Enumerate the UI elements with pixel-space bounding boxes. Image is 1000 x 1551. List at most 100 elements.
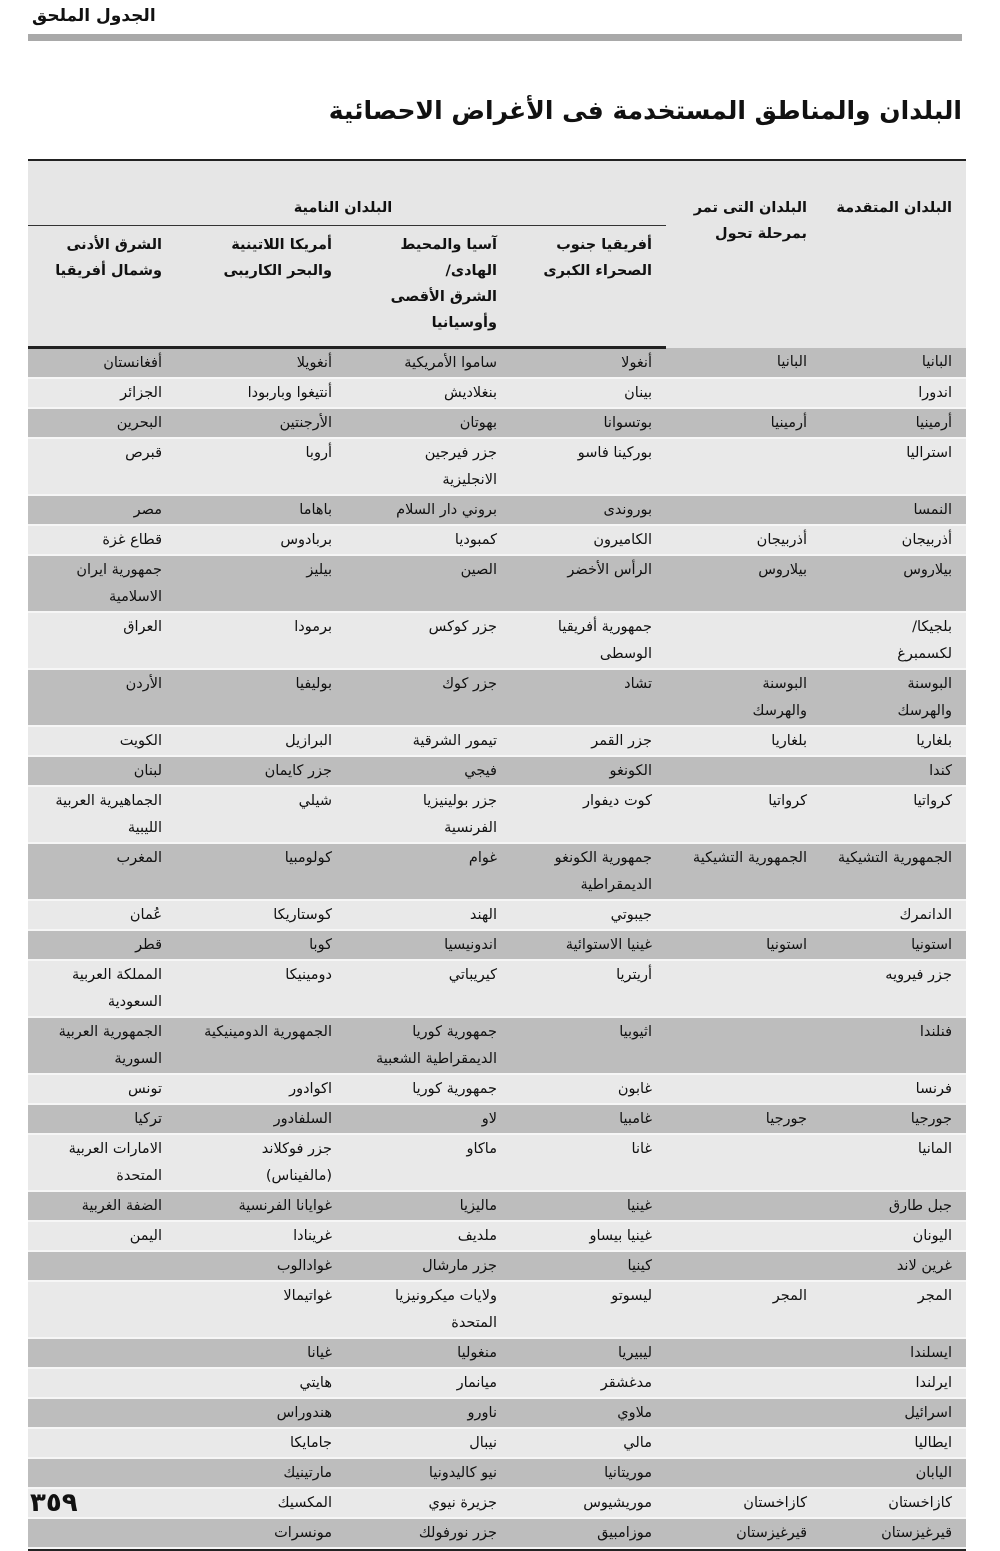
cell-transition: البوسنة والهرسك [666, 669, 821, 726]
cell-ssa: بينان [511, 378, 666, 408]
cell-latam: المكسيك [176, 1488, 346, 1518]
cell-latam: السلفادور [176, 1104, 346, 1134]
cell-latam: غوادالوب [176, 1251, 346, 1281]
cell-mena: المغرب [28, 843, 176, 900]
cell-latam: غواتيمالا [176, 1281, 346, 1338]
page-title: البلدان والمناطق المستخدمة فى الأغراض ال… [328, 96, 962, 125]
cell-transition [666, 1398, 821, 1428]
cell-transition: استونيا [666, 930, 821, 960]
table-row: فنلندا اثيوبيا جمهورية كوريا الديمقراطية ا… [28, 1017, 966, 1074]
cell-asia: ميانمار [346, 1368, 511, 1398]
cell-latam: الجمهورية الدومينيكية [176, 1017, 346, 1074]
table-row: اليونان غينيا بيساو ملديف غرينادا اليمن [28, 1221, 966, 1251]
cell-transition [666, 1221, 821, 1251]
cell-latam: أنغويلا [176, 347, 346, 378]
cell-latam: مونسرات [176, 1518, 346, 1548]
cell-latam: كوبا [176, 930, 346, 960]
cell-developed: بلجيكا/ لكسمبرغ [821, 612, 966, 669]
cell-ssa: ليبيريا [511, 1338, 666, 1368]
cell-developed: البانيا [821, 347, 966, 378]
table-row: ايسلندا ليبيريا منغوليا غيانا [28, 1338, 966, 1368]
cell-asia: غوام [346, 843, 511, 900]
cell-mena: الضفة الغربية [28, 1191, 176, 1221]
cell-transition: بيلاروس [666, 555, 821, 612]
cell-latam: باهاما [176, 495, 346, 525]
cell-transition [666, 612, 821, 669]
table-row: أرمينيا أرمينيا بوتسوانا بهوتان الأرجنتين الب… [28, 408, 966, 438]
cell-latam: بربادوس [176, 525, 346, 555]
cell-developed: اسرائيل [821, 1398, 966, 1428]
table-row: قيرغيزستان قيرغيزستان موزامبيق جزر نورفولك م… [28, 1518, 966, 1548]
header-rule [28, 34, 962, 41]
cell-developed: ايرلندا [821, 1368, 966, 1398]
cell-developed: فرنسا [821, 1074, 966, 1104]
cell-transition [666, 495, 821, 525]
cell-asia: اندونيسيا [346, 930, 511, 960]
table-row: اليابان موريتانيا نيو كاليدونيا مارتينيك [28, 1458, 966, 1488]
cell-transition [666, 1368, 821, 1398]
cell-ssa: الكونغو [511, 756, 666, 786]
cell-transition [666, 960, 821, 1017]
table-row: الدانمرك جيبوتي الهند كوستاريكا عُمان [28, 900, 966, 930]
header-developing: البلدان النامية [28, 161, 666, 226]
cell-mena: قطر [28, 930, 176, 960]
cell-transition: أرمينيا [666, 408, 821, 438]
table-row: المانيا غانا ماكاو جزر فوكلاند (مالفيناس) ال… [28, 1134, 966, 1191]
cell-developed: فنلندا [821, 1017, 966, 1074]
countries-table: البلدان المتقدمة البلدان التى تمر بمرحلة… [28, 159, 966, 1551]
cell-latam: أروبا [176, 438, 346, 495]
cell-ssa: كينيا [511, 1251, 666, 1281]
cell-mena: أفغانستان [28, 347, 176, 378]
cell-latam: بيليز [176, 555, 346, 612]
cell-ssa: غينيا [511, 1191, 666, 1221]
cell-ssa: أنغولا [511, 347, 666, 378]
cell-asia: لاو [346, 1104, 511, 1134]
cell-latam: هايتي [176, 1368, 346, 1398]
cell-asia: جزر كوك [346, 669, 511, 726]
cell-asia: جزر مارشال [346, 1251, 511, 1281]
cell-mena: تركيا [28, 1104, 176, 1134]
cell-mena: لبنان [28, 756, 176, 786]
running-header: الجدول الملحق [32, 6, 156, 26]
cell-mena: الامارات العربية المتحدة [28, 1134, 176, 1191]
cell-developed: اليونان [821, 1221, 966, 1251]
cell-latam: الأرجنتين [176, 408, 346, 438]
cell-transition [666, 900, 821, 930]
table-row: البوسنة والهرسك البوسنة والهرسك تشاد جزر كو… [28, 669, 966, 726]
cell-developed: جزر فيرويه [821, 960, 966, 1017]
table-row: فرنسا غابون جمهورية كوريا اكوادور تونس [28, 1074, 966, 1104]
cell-developed: الدانمرك [821, 900, 966, 930]
cell-ssa: مدغشقر [511, 1368, 666, 1398]
header-transition: البلدان التى تمر بمرحلة تحول [693, 200, 807, 242]
cell-asia: جزيرة نيوي [346, 1488, 511, 1518]
cell-latam: غرينادا [176, 1221, 346, 1251]
cell-asia: جزر بولينيزيا الفرنسية [346, 786, 511, 843]
cell-ssa: غامبيا [511, 1104, 666, 1134]
cell-latam: مارتينيك [176, 1458, 346, 1488]
cell-latam: غوايانا الفرنسية [176, 1191, 346, 1221]
cell-transition: كرواتيا [666, 786, 821, 843]
cell-ssa: جمهورية أفريقيا الوسطى [511, 612, 666, 669]
cell-latam: جزر فوكلاند (مالفيناس) [176, 1134, 346, 1191]
header-latam: أمريكا اللاتينية والبحر الكاريبى [176, 225, 346, 349]
cell-mena [28, 1488, 176, 1518]
cell-mena [28, 1398, 176, 1428]
table-row: جورجيا جورجيا غامبيا لاو السلفادور تركيا [28, 1104, 966, 1134]
cell-developed: جبل طارق [821, 1191, 966, 1221]
cell-ssa: بوروندى [511, 495, 666, 525]
cell-developed: استونيا [821, 930, 966, 960]
cell-asia: نيبال [346, 1428, 511, 1458]
cell-developed: ايسلندا [821, 1338, 966, 1368]
cell-developed: كندا [821, 756, 966, 786]
cell-transition [666, 1134, 821, 1191]
cell-asia: كيريباتي [346, 960, 511, 1017]
cell-developed: استراليا [821, 438, 966, 495]
cell-transition [666, 1017, 821, 1074]
cell-mena [28, 1281, 176, 1338]
cell-ssa: الرأس الأخضر [511, 555, 666, 612]
cell-transition [666, 756, 821, 786]
cell-asia: تيمور الشرقية [346, 726, 511, 756]
cell-developed: كازاخستان [821, 1488, 966, 1518]
cell-transition: بلغاريا [666, 726, 821, 756]
cell-asia: الهند [346, 900, 511, 930]
